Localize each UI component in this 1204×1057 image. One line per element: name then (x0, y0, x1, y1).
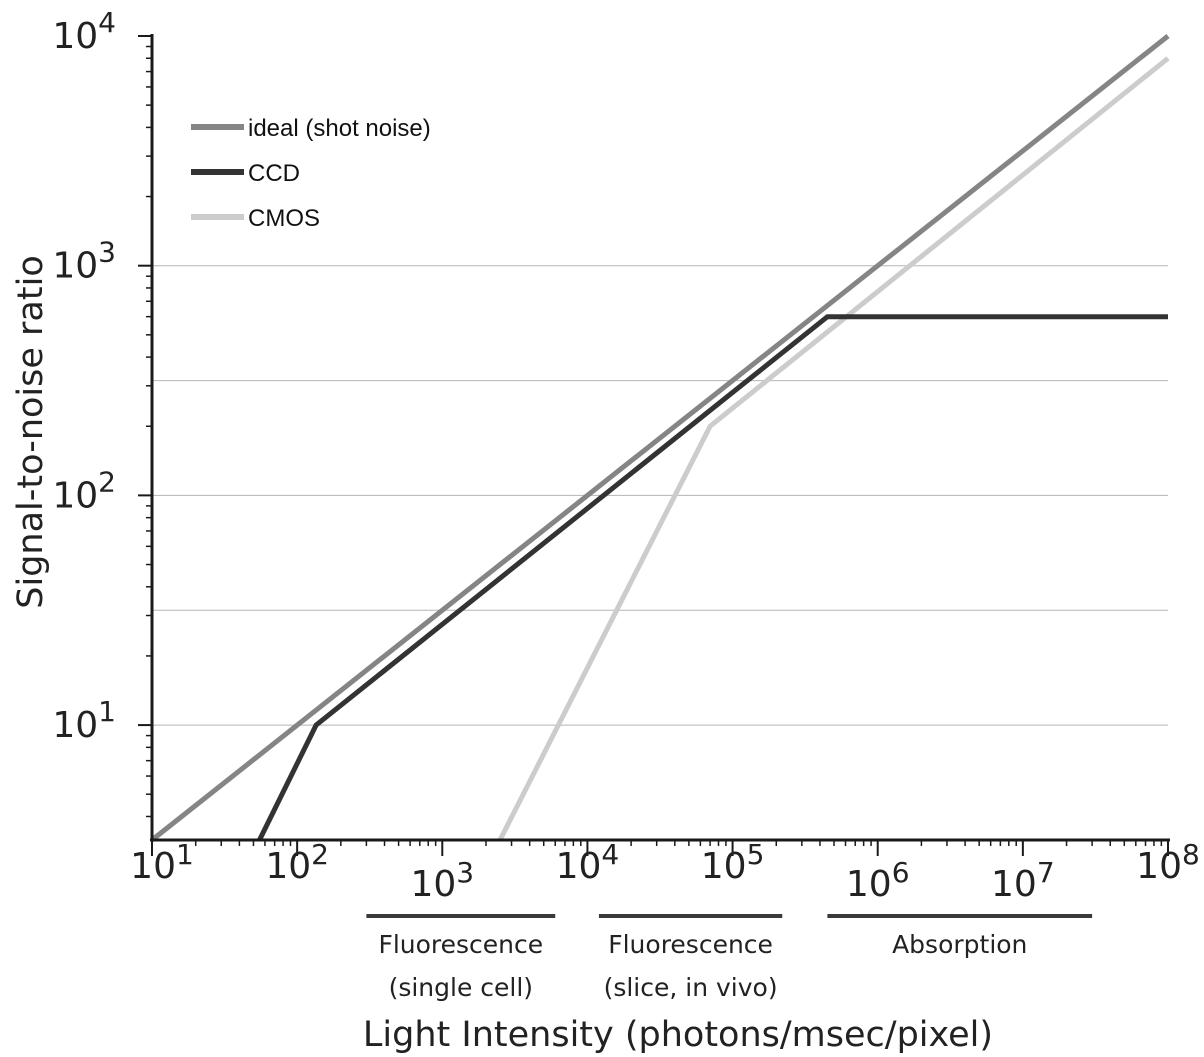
series-line-ccd (257, 314, 1168, 842)
x-tick-label: 102 (265, 838, 329, 887)
y-tick-label: 104 (52, 6, 116, 57)
legend: ideal (shot noise) CCD CMOS (191, 115, 431, 232)
y-axis-label: Signal-to-noise ratio (11, 255, 51, 608)
legend-label: CMOS (248, 205, 320, 232)
x-tick-label: 103 (410, 856, 474, 905)
y-tick-label: 102 (52, 465, 116, 516)
range-label: Fluorescence (378, 930, 543, 959)
series-lines (150, 34, 1170, 842)
x-tick-label: 104 (556, 838, 620, 887)
range-label: Absorption (892, 930, 1027, 959)
x-tick-label: 105 (701, 838, 765, 887)
range-sublabel: (single cell) (389, 973, 533, 1002)
series-line-cmos (497, 56, 1170, 842)
legend-label: CCD (248, 160, 300, 187)
y-ticks: 101 102 103 104 (52, 6, 152, 818)
x-ticks: 101 102 103 104 105 106 107 108 (130, 838, 1200, 905)
legend-label: ideal (shot noise) (248, 115, 431, 142)
y-tick-label: 101 (52, 695, 116, 746)
range-sublabel: (slice, in vivo) (604, 973, 778, 1002)
y-tick-label: 103 (52, 236, 116, 287)
application-ranges: Fluorescence (single cell) Fluorescence (sl… (366, 914, 1093, 1002)
x-axis-label: Light Intensity (photons/msec/pixel) (363, 1015, 993, 1055)
x-tick-label: 106 (846, 856, 910, 905)
series-line-ideal (150, 34, 1170, 842)
range-label: Fluorescence (608, 930, 773, 959)
x-tick-label: 107 (991, 856, 1055, 905)
x-tick-label: 101 (130, 838, 194, 887)
x-tick-label: 108 (1136, 838, 1200, 887)
gridlines (152, 265, 1168, 726)
